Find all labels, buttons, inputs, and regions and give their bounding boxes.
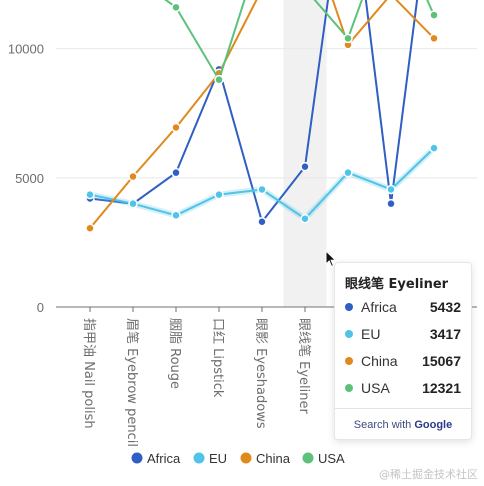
legend-item-china[interactable]: China xyxy=(240,451,291,466)
series-line-glow xyxy=(89,145,437,223)
data-point[interactable] xyxy=(85,223,95,233)
tooltip-value-china: 15067 xyxy=(422,353,461,369)
tooltip-divider xyxy=(335,408,471,409)
tooltip: 眼线笔 Eyeliner Africa 5432 EU 3417 China 1… xyxy=(334,262,472,440)
y-tick-label: 5000 xyxy=(15,171,44,186)
series-china xyxy=(85,0,439,233)
data-point[interactable] xyxy=(128,198,138,209)
data-point[interactable] xyxy=(429,10,439,20)
data-point[interactable] xyxy=(343,33,353,44)
legend-item-usa[interactable]: USA xyxy=(302,451,346,466)
tooltip-dot-usa xyxy=(345,384,353,392)
tooltip-value-usa: 12321 xyxy=(422,380,461,396)
data-point[interactable] xyxy=(214,74,224,85)
search-google-link[interactable]: Search with Google xyxy=(335,419,471,431)
y-tick-label: 10000 xyxy=(8,42,44,57)
legend-marker xyxy=(302,452,314,464)
data-point[interactable] xyxy=(429,143,439,153)
highlight-band xyxy=(283,0,327,307)
data-point[interactable] xyxy=(171,167,181,178)
x-axis-ticks: 指甲油 Nail polish 眉笔 Eyebrow pencil 胭脂 Rouge… xyxy=(81,307,435,447)
data-point[interactable] xyxy=(171,210,181,221)
series-line xyxy=(89,0,435,229)
data-point[interactable] xyxy=(300,213,310,224)
mouse-pointer-icon xyxy=(325,250,337,268)
series-layer xyxy=(85,0,439,233)
series-line xyxy=(164,0,435,83)
watermark: @稀土掘金技术社区 xyxy=(379,468,478,481)
tooltip-value-eu: 3417 xyxy=(429,326,461,342)
tooltip-name-usa: USA xyxy=(361,380,390,396)
data-point[interactable] xyxy=(85,189,95,200)
tooltip-row-china: China 15067 xyxy=(345,351,461,371)
data-point[interactable] xyxy=(128,171,138,182)
x-tick-label: 胭脂 Rouge xyxy=(167,318,182,389)
tooltip-value-africa: 5432 xyxy=(429,299,461,315)
legend-marker xyxy=(131,452,143,464)
x-tick-label: 眼影 Eyeshadows xyxy=(253,318,268,429)
tooltip-dot-eu xyxy=(345,330,353,338)
tooltip-title: 眼线笔 Eyeliner xyxy=(345,277,449,292)
data-point[interactable] xyxy=(343,167,353,178)
legend-marker xyxy=(240,452,252,464)
y-axis-ticks: 0 5000 10000 xyxy=(8,42,44,315)
data-point[interactable] xyxy=(386,198,396,209)
data-point[interactable] xyxy=(171,2,181,13)
series-usa xyxy=(164,0,439,85)
data-point[interactable] xyxy=(300,161,310,172)
tooltip-dot-china xyxy=(345,357,353,365)
data-point[interactable] xyxy=(171,122,181,133)
legend-marker xyxy=(193,452,205,464)
tooltip-name-china: China xyxy=(361,353,398,369)
legend-item-eu[interactable]: EU xyxy=(193,451,228,466)
x-tick-label: 眉笔 Eyebrow pencil xyxy=(124,318,140,447)
tooltip-row-usa: USA 12321 xyxy=(345,378,461,398)
search-google-prefix: Search with xyxy=(353,419,412,431)
tooltip-row-eu: EU 3417 xyxy=(345,324,461,344)
data-point[interactable] xyxy=(257,217,267,227)
data-point[interactable] xyxy=(257,184,267,195)
tooltip-name-africa: Africa xyxy=(361,299,397,315)
x-tick-label: 指甲油 Nail polish xyxy=(81,318,96,429)
legend[interactable]: Africa EU China USA xyxy=(131,451,346,466)
y-tick-label: 0 xyxy=(37,300,44,315)
legend-item-africa[interactable]: Africa xyxy=(131,451,182,466)
legend-label: USA xyxy=(318,451,345,466)
x-tick-label: 眼线笔 Eyeliner xyxy=(296,318,312,414)
data-point[interactable] xyxy=(429,33,439,44)
search-google-brand: Google xyxy=(414,419,453,431)
grid-lines xyxy=(56,48,477,179)
tooltip-row-africa: Africa 5432 xyxy=(345,297,461,317)
x-tick-label: 口红 Lipstick xyxy=(210,318,226,398)
legend-label: China xyxy=(256,451,291,466)
tooltip-name-eu: EU xyxy=(361,326,381,342)
legend-label: Africa xyxy=(147,451,181,466)
data-point[interactable] xyxy=(214,189,224,200)
tooltip-dot-africa xyxy=(345,303,353,311)
data-point[interactable] xyxy=(386,184,396,195)
legend-label: EU xyxy=(209,451,227,466)
series-eu xyxy=(85,143,439,224)
